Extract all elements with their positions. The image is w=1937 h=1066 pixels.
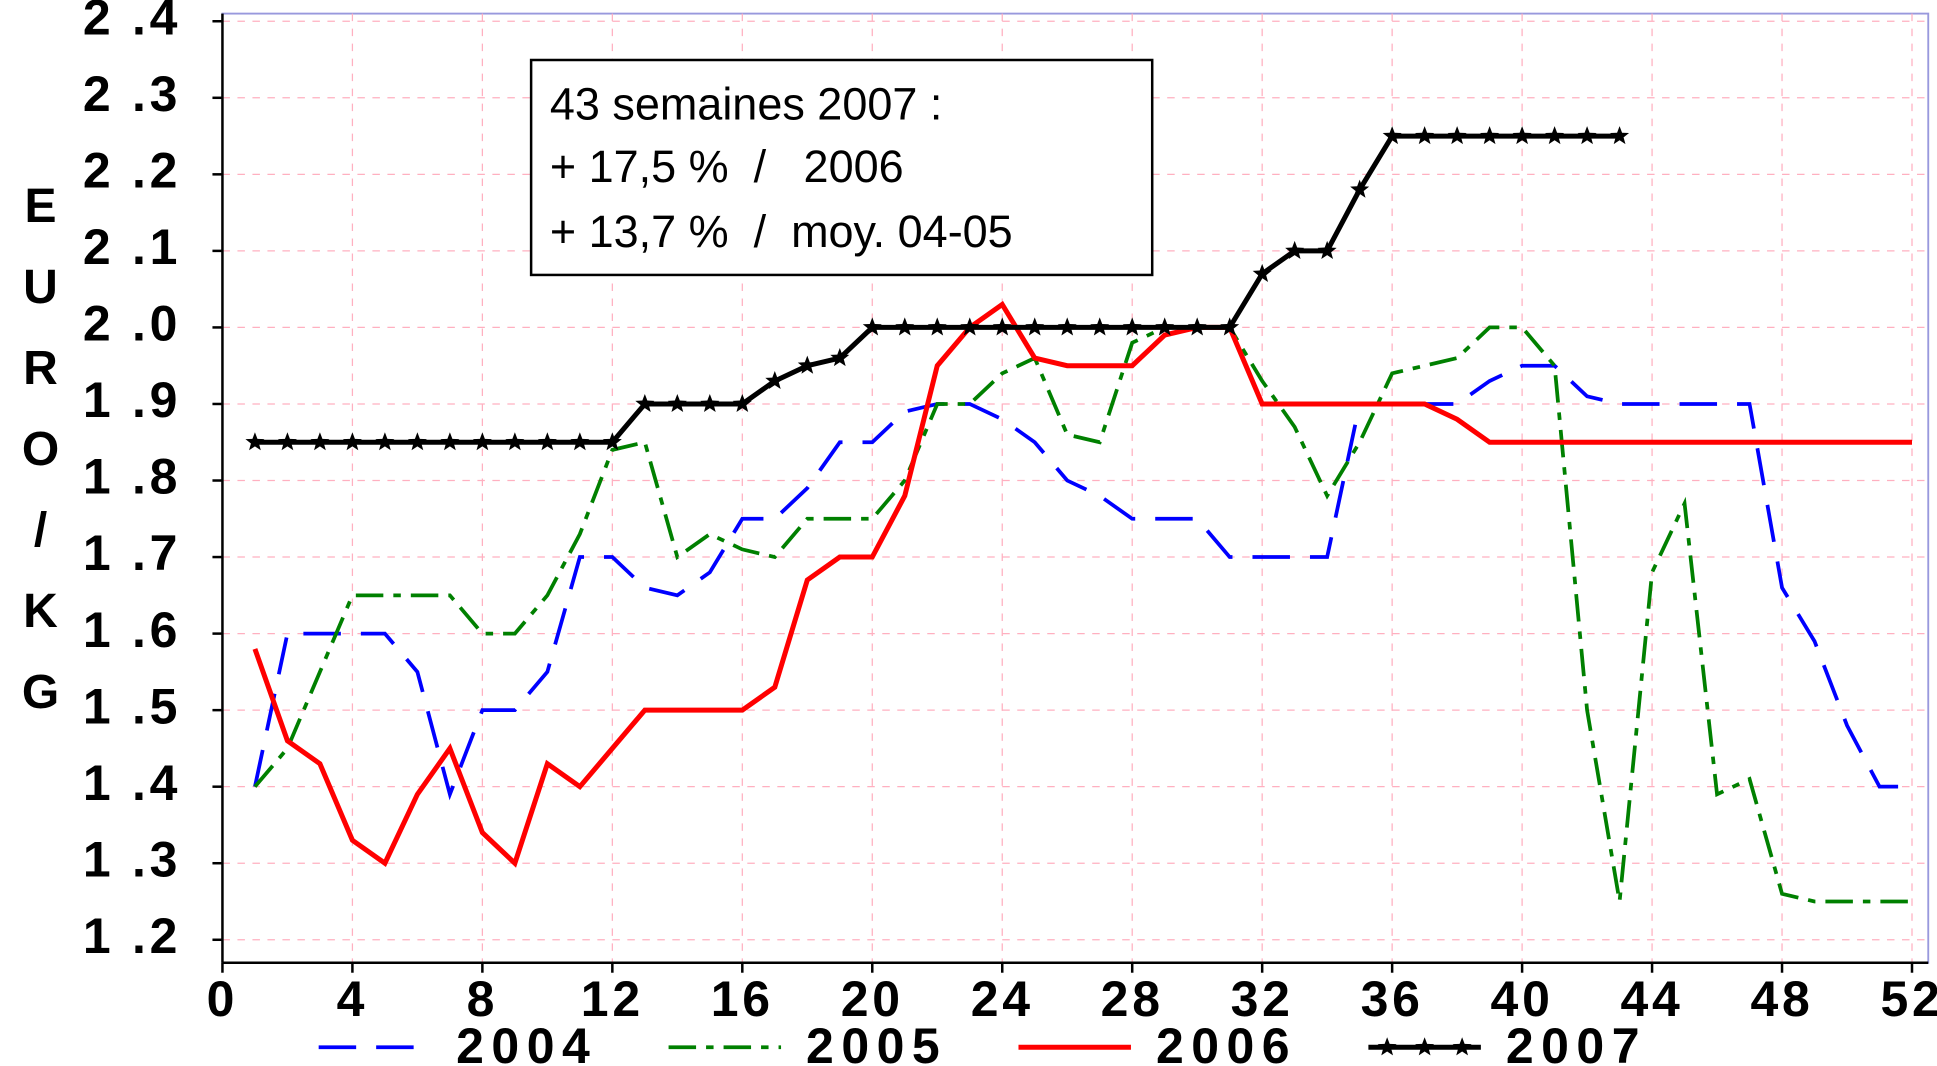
star-marker bbox=[667, 394, 687, 413]
star-marker bbox=[310, 432, 330, 451]
star-marker bbox=[1122, 317, 1142, 336]
star-marker bbox=[765, 371, 785, 390]
star-marker bbox=[927, 317, 947, 336]
star-marker bbox=[375, 432, 395, 451]
x-tick-label: 44 bbox=[1621, 971, 1684, 1027]
annotation-box bbox=[529, 58, 1154, 277]
star-marker bbox=[407, 432, 427, 451]
series-line bbox=[253, 325, 1913, 904]
star-marker bbox=[1090, 317, 1110, 336]
star-marker bbox=[1415, 126, 1435, 145]
y-axis-label: EURO/KG bbox=[14, 180, 67, 747]
y-tick-label: 2 .2 bbox=[83, 143, 181, 199]
x-tick-label: 4 bbox=[337, 971, 369, 1027]
x-tick-label: 24 bbox=[971, 971, 1034, 1027]
annotation: + 17,5 % / 2006 bbox=[550, 141, 904, 192]
star-marker bbox=[732, 394, 752, 413]
star-marker bbox=[505, 432, 525, 451]
x-tick-label: 28 bbox=[1101, 971, 1164, 1027]
y-tick-label: 1 .9 bbox=[83, 372, 181, 428]
x-tick-label: 16 bbox=[711, 971, 774, 1027]
annotation: 43 semaines 2007 : bbox=[550, 78, 943, 129]
y-tick-label: 2 .4 bbox=[83, 0, 181, 45]
star-marker bbox=[245, 432, 265, 451]
star-marker bbox=[1577, 126, 1597, 145]
star-marker bbox=[1480, 126, 1500, 145]
star-marker bbox=[862, 317, 882, 336]
x-tick-label: 36 bbox=[1361, 971, 1424, 1027]
star-marker bbox=[1187, 317, 1207, 336]
legend-marker bbox=[1377, 1037, 1397, 1056]
legend-label: 2007 bbox=[1506, 1018, 1647, 1066]
legend-label: 2006 bbox=[1156, 1018, 1297, 1066]
star-marker bbox=[1025, 317, 1045, 336]
star-marker bbox=[1057, 317, 1077, 336]
star-marker bbox=[797, 355, 817, 374]
y-tick-label: 1 .3 bbox=[83, 831, 181, 887]
star-marker bbox=[472, 432, 492, 451]
star-marker bbox=[1610, 126, 1630, 145]
star-marker bbox=[895, 317, 915, 336]
star-marker bbox=[960, 317, 980, 336]
star-marker bbox=[1512, 126, 1532, 145]
y-tick-label: 1 .8 bbox=[83, 449, 181, 505]
x-tick-label: 32 bbox=[1231, 971, 1294, 1027]
star-marker bbox=[1220, 317, 1240, 336]
star-marker bbox=[1285, 240, 1305, 259]
star-marker bbox=[1382, 126, 1402, 145]
star-marker bbox=[1447, 126, 1467, 145]
star-marker bbox=[635, 394, 655, 413]
annotation: + 13,7 % / moy. 04-05 bbox=[550, 206, 1013, 257]
x-tick-label: 0 bbox=[207, 971, 239, 1027]
y-tick-label: 1 .5 bbox=[83, 678, 181, 734]
star-marker bbox=[1252, 263, 1272, 282]
star-marker bbox=[830, 348, 850, 367]
star-marker bbox=[700, 394, 720, 413]
star-marker bbox=[992, 317, 1012, 336]
star-marker bbox=[440, 432, 460, 451]
legend-marker bbox=[1452, 1037, 1472, 1056]
legend-label: 2005 bbox=[806, 1018, 947, 1066]
y-tick-label: 2 .3 bbox=[83, 66, 181, 122]
x-tick-label: 52 bbox=[1880, 971, 1937, 1027]
star-marker bbox=[277, 432, 297, 451]
y-tick-label: 2 .1 bbox=[83, 219, 181, 275]
series-line bbox=[253, 363, 1913, 801]
star-marker bbox=[1545, 126, 1565, 145]
star-marker bbox=[602, 432, 622, 451]
x-tick-label: 40 bbox=[1491, 971, 1554, 1027]
star-marker bbox=[1155, 317, 1175, 336]
y-tick-label: 1 .2 bbox=[83, 908, 181, 964]
y-tick-label: 1 .6 bbox=[83, 602, 181, 658]
legend-marker bbox=[1415, 1037, 1435, 1056]
x-tick-label: 48 bbox=[1750, 971, 1813, 1027]
y-tick-label: 1 .4 bbox=[83, 755, 181, 811]
series-line bbox=[252, 300, 1913, 868]
x-tick-label: 20 bbox=[841, 971, 904, 1027]
star-marker bbox=[1350, 179, 1370, 198]
y-tick-label: 2 .0 bbox=[83, 296, 181, 352]
x-tick-label: 12 bbox=[581, 971, 644, 1027]
star-marker bbox=[342, 432, 362, 451]
legend-label: 2004 bbox=[456, 1018, 597, 1066]
x-tick-label: 8 bbox=[467, 971, 499, 1027]
star-marker bbox=[570, 432, 590, 451]
star-marker bbox=[1317, 240, 1337, 259]
star-marker bbox=[537, 432, 557, 451]
y-tick-label: 1 .7 bbox=[83, 525, 181, 581]
